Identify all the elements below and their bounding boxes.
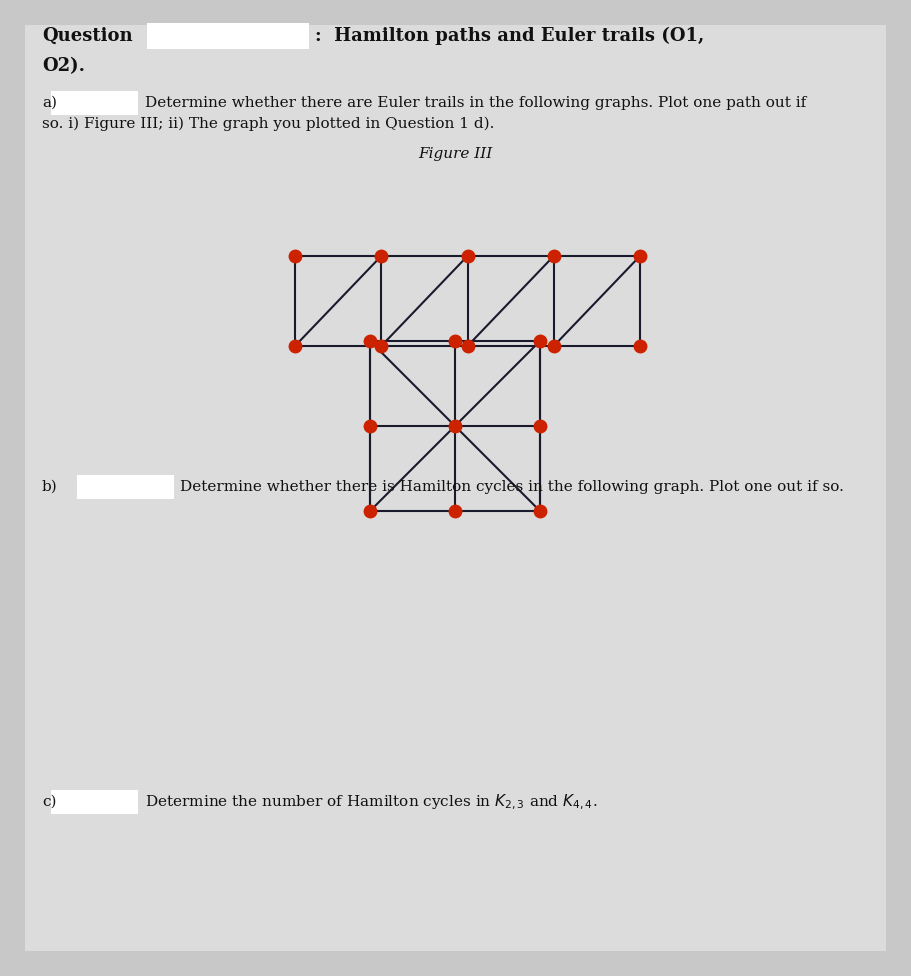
Text: Question: Question <box>42 27 133 45</box>
Text: :  Hamilton paths and Euler trails (O1,: : Hamilton paths and Euler trails (O1, <box>315 27 704 45</box>
FancyBboxPatch shape <box>51 91 138 115</box>
Text: so. i) Figure III; ii) The graph you plotted in Question 1 d).: so. i) Figure III; ii) The graph you plo… <box>42 117 495 131</box>
Text: Determine whether there is Hamilton cycles in the following graph. Plot one out : Determine whether there is Hamilton cycl… <box>180 480 844 494</box>
FancyBboxPatch shape <box>25 25 886 951</box>
Text: Determine the number of Hamilton cycles in $K_{2,3}$ and $K_{4,4}$.: Determine the number of Hamilton cycles … <box>145 793 598 812</box>
Text: c): c) <box>42 795 56 809</box>
FancyBboxPatch shape <box>51 790 138 814</box>
Text: Determine whether there are Euler trails in the following graphs. Plot one path : Determine whether there are Euler trails… <box>145 96 806 110</box>
Text: O2).: O2). <box>42 57 85 75</box>
Text: b): b) <box>42 480 57 494</box>
FancyBboxPatch shape <box>77 475 174 499</box>
Text: Figure III: Figure III <box>418 147 492 161</box>
Text: a): a) <box>42 96 57 110</box>
FancyBboxPatch shape <box>147 23 309 49</box>
